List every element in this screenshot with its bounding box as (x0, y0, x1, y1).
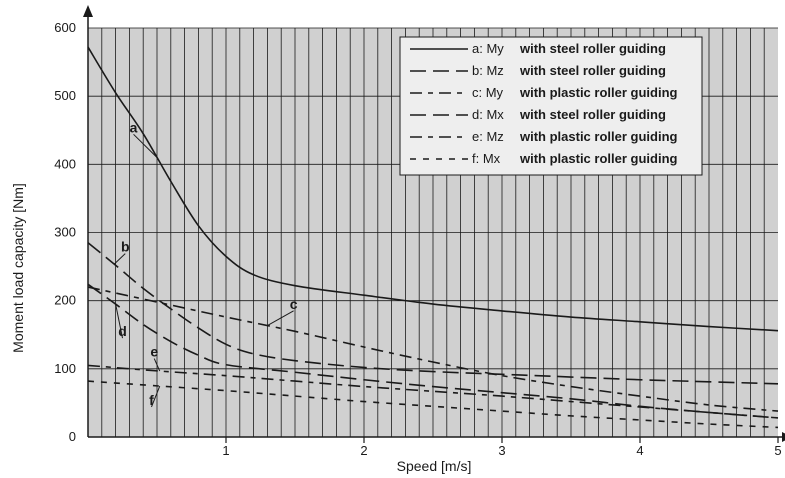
leader-line-f (151, 385, 161, 408)
y-axis-arrow (83, 5, 93, 17)
curve-label-e: e (150, 344, 158, 360)
y-tick-label: 200 (54, 293, 76, 308)
y-axis-title: Moment load capacity [Nm] (10, 183, 26, 353)
leader-line-c (267, 310, 294, 327)
x-axis-arrow (782, 432, 785, 442)
y-tick-label: 300 (54, 225, 76, 240)
x-tick-label: 4 (636, 443, 643, 458)
leader-line-b (113, 253, 126, 265)
y-tick-label: 0 (69, 429, 76, 444)
legend-key-b: b: Mz (472, 63, 504, 78)
legend-description-f: with plastic roller guiding (519, 151, 678, 166)
x-axis-title: Speed [m/s] (397, 458, 472, 474)
x-tick-label: 1 (222, 443, 229, 458)
leader-line-d (115, 303, 123, 339)
y-tick-label: 400 (54, 156, 76, 171)
series-line-c (87, 286, 779, 412)
legend-key-c: c: My (472, 85, 504, 100)
legend-description-c: with plastic roller guiding (519, 85, 678, 100)
series-line-a (87, 46, 779, 332)
legend-key-a: a: My (472, 41, 504, 56)
x-tick-label: 3 (498, 443, 505, 458)
legend-description-a: with steel roller guiding (519, 41, 666, 56)
y-tick-label: 500 (54, 88, 76, 103)
legend-description-e: with plastic roller guiding (519, 129, 678, 144)
legend-box (399, 36, 703, 176)
x-tick-label: 5 (774, 443, 781, 458)
curve-label-b: b (121, 239, 130, 255)
y-tick-label: 600 (54, 20, 76, 35)
curve-label-c: c (290, 296, 298, 312)
legend: a: My with steel roller guiding b: Mz with … (399, 36, 703, 176)
curve-label-f: f (149, 392, 154, 408)
leader-line-a (133, 133, 158, 158)
series-line-b (87, 242, 779, 385)
legend-key-e: e: Mz (472, 129, 504, 144)
legend-key-f: f: Mx (472, 151, 501, 166)
series-line-e (87, 364, 779, 419)
curve-label-d: d (118, 323, 127, 339)
x-tick-label: 2 (360, 443, 367, 458)
legend-description-b: with steel roller guiding (519, 63, 666, 78)
legend-description-d: with steel roller guiding (519, 107, 666, 122)
y-tick-label: 100 (54, 361, 76, 376)
legend-key-d: d: Mx (472, 107, 504, 122)
series-line-f (87, 380, 779, 429)
curve-label-a: a (130, 119, 138, 135)
leader-line-e (153, 358, 161, 372)
